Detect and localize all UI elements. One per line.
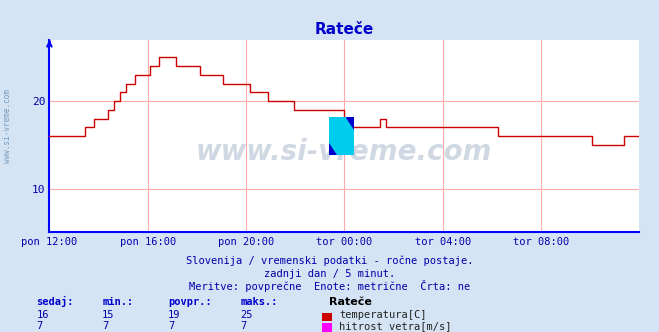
Text: Rateče: Rateče (330, 297, 372, 307)
Text: 25: 25 (241, 310, 253, 320)
Polygon shape (329, 144, 336, 155)
Text: 7: 7 (36, 321, 42, 331)
Text: 7: 7 (102, 321, 108, 331)
Text: www.si-vreme.com: www.si-vreme.com (196, 137, 492, 166)
Text: povpr.:: povpr.: (168, 297, 212, 307)
Text: sedaj:: sedaj: (36, 296, 74, 307)
Text: 16: 16 (36, 310, 49, 320)
Text: 7: 7 (168, 321, 174, 331)
Text: temperatura[C]: temperatura[C] (339, 310, 427, 320)
Text: zadnji dan / 5 minut.: zadnji dan / 5 minut. (264, 269, 395, 279)
Text: hitrost vetra[m/s]: hitrost vetra[m/s] (339, 321, 452, 331)
Polygon shape (347, 117, 354, 128)
Text: 7: 7 (241, 321, 246, 331)
Polygon shape (329, 117, 354, 155)
Text: www.si-vreme.com: www.si-vreme.com (3, 89, 13, 163)
Text: 19: 19 (168, 310, 181, 320)
Text: min.:: min.: (102, 297, 133, 307)
Text: maks.:: maks.: (241, 297, 278, 307)
Title: Rateče: Rateče (315, 22, 374, 37)
Text: 15: 15 (102, 310, 115, 320)
Text: Slovenija / vremenski podatki - ročne postaje.: Slovenija / vremenski podatki - ročne po… (186, 255, 473, 266)
Text: Meritve: povprečne  Enote: metrične  Črta: ne: Meritve: povprečne Enote: metrične Črta:… (189, 281, 470, 292)
